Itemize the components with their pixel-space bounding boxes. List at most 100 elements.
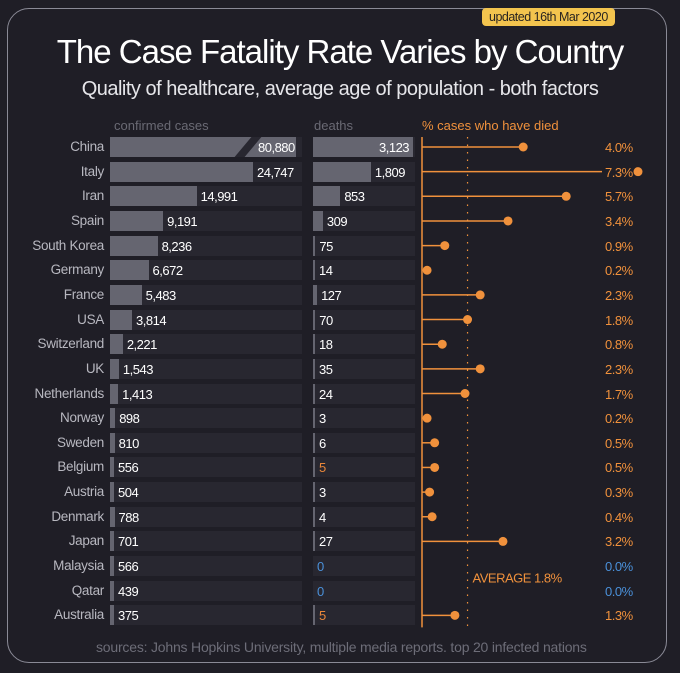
country-label: Belgium xyxy=(57,459,104,475)
deaths-bar xyxy=(313,210,323,231)
cases-track xyxy=(110,358,302,379)
deaths-bar xyxy=(313,605,315,626)
cases-track xyxy=(110,432,302,453)
cases-bar xyxy=(110,161,253,182)
country-label: Malaysia xyxy=(53,558,104,574)
rate-dot xyxy=(450,610,460,620)
rate-value: 0.4% xyxy=(605,509,633,525)
rate-value: 2.3% xyxy=(605,287,633,303)
rate-dot xyxy=(561,191,571,201)
cases-value: 3,814 xyxy=(136,312,167,328)
cases-bar xyxy=(110,482,114,503)
country-label: China xyxy=(70,139,104,154)
deaths-value: 70 xyxy=(319,312,333,328)
deaths-value: 3 xyxy=(319,411,326,427)
rate-dot xyxy=(430,462,440,472)
deaths-value: 27 xyxy=(319,534,333,550)
cases-value: 80,880 xyxy=(258,140,295,155)
deaths-track xyxy=(313,506,415,527)
cases-bar xyxy=(110,605,114,626)
country-label: USA xyxy=(77,311,104,327)
rate-value: 0.8% xyxy=(605,337,633,353)
cases-bar xyxy=(110,260,149,281)
deaths-bar xyxy=(313,161,371,182)
country-label: Norway xyxy=(60,410,104,426)
country-label: South Korea xyxy=(32,237,104,253)
deaths-bar xyxy=(313,506,315,527)
cases-track xyxy=(110,309,302,330)
country-label: Sweden xyxy=(57,434,104,450)
country-label: France xyxy=(63,286,105,302)
cases-track xyxy=(110,605,302,626)
deaths-track xyxy=(313,432,415,453)
cases-bar xyxy=(110,309,133,330)
country-label: Austria xyxy=(64,484,104,500)
deaths-track xyxy=(313,309,415,330)
rate-value: 0.0% xyxy=(605,559,633,575)
deaths-track xyxy=(313,210,415,231)
cases-track xyxy=(110,383,302,404)
cases-bar xyxy=(110,457,114,478)
deaths-bar xyxy=(313,482,315,503)
rate-value: 0.5% xyxy=(605,435,633,451)
cases-track xyxy=(110,408,302,429)
rate-value: 1.3% xyxy=(605,608,633,624)
cases-track xyxy=(110,531,302,552)
chart-subtitle: Quality of healthcare, average age of po… xyxy=(81,78,599,100)
deaths-bar xyxy=(313,457,315,478)
cases-bar xyxy=(110,531,115,552)
country-label: Italy xyxy=(80,163,105,179)
country-label: Japan xyxy=(68,533,105,549)
deaths-track xyxy=(313,531,415,552)
cases-value: 788 xyxy=(118,509,140,525)
cases-bar xyxy=(110,358,119,379)
deaths-value: 75 xyxy=(319,238,333,254)
rate-value: 2.3% xyxy=(605,361,633,377)
header-confirmed-cases: confirmed cases xyxy=(114,118,209,133)
cases-track xyxy=(110,482,302,503)
cases-value: 5,483 xyxy=(145,287,177,303)
rate-dot xyxy=(498,536,508,546)
rate-dot xyxy=(430,438,440,448)
deaths-bar xyxy=(313,235,316,256)
cases-bar xyxy=(110,210,164,231)
deaths-track xyxy=(313,408,415,429)
cases-value: 14,991 xyxy=(200,189,238,205)
chart-title: The Case Fatality Rate Varies by Country xyxy=(56,33,624,70)
deaths-track xyxy=(313,260,415,281)
deaths-bar xyxy=(313,260,315,281)
deaths-value: 0 xyxy=(317,559,324,575)
rate-value: 1.8% xyxy=(605,312,633,328)
deaths-value: 3 xyxy=(319,485,326,501)
rate-dot xyxy=(437,339,447,349)
rate-dot xyxy=(425,487,435,497)
deaths-track xyxy=(313,482,415,503)
rate-value: 0.2% xyxy=(605,411,633,427)
deaths-value: 127 xyxy=(321,287,342,303)
cases-value: 375 xyxy=(118,608,139,624)
rate-value: 3.2% xyxy=(605,534,633,550)
deaths-value: 1,809 xyxy=(374,164,406,180)
cases-value: 24,747 xyxy=(257,164,294,180)
country-label: Qatar xyxy=(71,582,105,598)
cases-bar xyxy=(110,383,119,404)
average-label: AVERAGE 1.8% xyxy=(473,571,563,586)
deaths-bar xyxy=(313,531,315,552)
rate-value: 0.0% xyxy=(605,583,633,599)
rate-dot xyxy=(503,216,513,226)
cases-value: 701 xyxy=(118,534,139,550)
cases-track xyxy=(110,284,302,305)
cases-track xyxy=(110,556,302,577)
cases-track xyxy=(110,457,302,478)
cases-value: 439 xyxy=(118,583,139,599)
deaths-bar xyxy=(313,358,315,379)
cases-bar xyxy=(110,186,197,207)
cases-track xyxy=(110,260,302,281)
cases-value: 1,543 xyxy=(122,361,154,377)
cases-value: 556 xyxy=(118,460,139,476)
deaths-value: 14 xyxy=(319,263,333,279)
deaths-bar xyxy=(313,432,315,453)
country-label: Denmark xyxy=(51,508,104,524)
rate-dot xyxy=(475,290,485,300)
